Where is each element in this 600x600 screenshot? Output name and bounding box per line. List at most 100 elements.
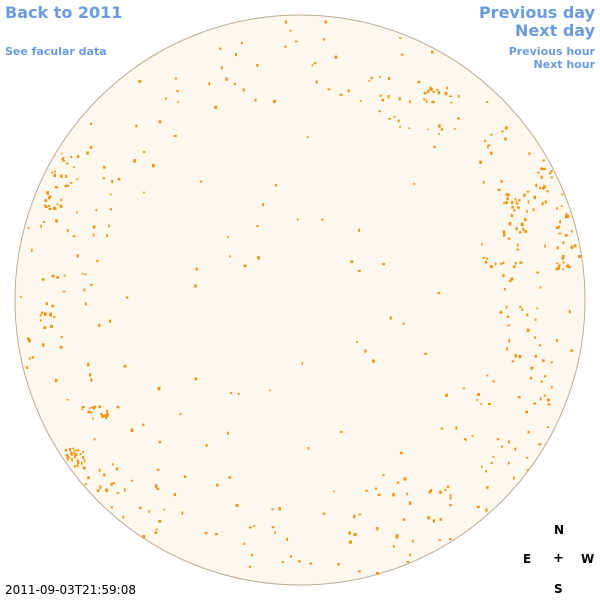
facula-spot <box>457 94 460 98</box>
facula-spot <box>359 100 362 102</box>
facula-spot <box>76 155 80 158</box>
facula-spot <box>438 133 441 135</box>
facula-spot <box>257 256 260 260</box>
facula-spot <box>109 208 113 211</box>
facula-spot <box>538 186 542 190</box>
facula-spot <box>71 453 73 456</box>
facula-spot <box>568 309 571 314</box>
facula-spot <box>130 479 134 482</box>
facula-spot <box>505 201 508 205</box>
facula-spot <box>76 449 80 452</box>
next-day-link[interactable]: Next day <box>515 21 595 40</box>
observation-timestamp: 2011-09-03T21:59:08 <box>5 583 136 597</box>
facula-spot <box>204 532 208 535</box>
facula-spot <box>65 174 68 178</box>
facula-spot <box>548 172 552 175</box>
facula-spot <box>486 257 488 261</box>
facula-spot <box>562 254 565 258</box>
facula-spot <box>436 89 439 91</box>
facula-spot <box>106 410 108 413</box>
facula-spot <box>165 97 167 100</box>
facula-spot <box>72 235 76 238</box>
facula-spot <box>437 91 441 95</box>
next-hour-link[interactable]: Next hour <box>533 58 596 71</box>
facula-spot <box>479 160 482 164</box>
facula-spot <box>181 511 184 515</box>
facula-spot <box>504 137 507 141</box>
facula-spot <box>76 211 78 214</box>
facula-spot <box>512 265 516 268</box>
facula-spot <box>515 227 518 231</box>
facula-spot <box>499 311 502 314</box>
facula-spot <box>555 267 559 271</box>
facula-spot <box>27 227 30 230</box>
facula-spot <box>529 376 533 380</box>
facula-spot <box>31 248 33 253</box>
facula-spot <box>543 167 546 171</box>
facula-spot <box>400 53 404 56</box>
facula-spot <box>544 244 546 248</box>
facula-spot <box>43 204 47 207</box>
facula-spot <box>347 89 350 93</box>
see-facular-data-link[interactable]: See facular data <box>5 45 107 58</box>
facula-spot <box>82 456 85 459</box>
facula-spot <box>243 542 246 545</box>
facula-spot <box>60 152 63 155</box>
facula-spot <box>177 101 179 104</box>
facula-spot <box>524 230 528 233</box>
facula-spot <box>92 417 94 420</box>
facula-spot <box>372 359 375 363</box>
facula-spot <box>81 408 84 411</box>
facula-spot <box>92 233 95 237</box>
facula-spot <box>388 118 391 120</box>
facula-spot <box>323 38 326 41</box>
facula-spot <box>76 178 79 181</box>
facula-spot <box>561 193 564 196</box>
facula-spot <box>60 174 63 178</box>
back-to-year-link[interactable]: Back to 2011 <box>5 3 123 22</box>
facula-spot <box>506 197 509 201</box>
facula-spot <box>205 444 208 447</box>
facula-spot <box>424 352 428 355</box>
facula-spot <box>90 283 93 286</box>
facula-spot <box>109 193 112 196</box>
facula-spot <box>508 339 510 343</box>
facula-spot <box>227 235 229 239</box>
facula-spot <box>501 130 504 133</box>
facula-spot <box>382 474 385 477</box>
facula-spot <box>51 304 54 308</box>
facula-spot <box>74 453 78 456</box>
previous-hour-link[interactable]: Previous hour <box>508 45 595 58</box>
facula-spot <box>526 210 528 213</box>
facula-spot <box>348 540 352 544</box>
facula-spot <box>448 538 452 540</box>
previous-day-link[interactable]: Previous day <box>478 3 595 22</box>
facula-spot <box>535 183 538 188</box>
facula-spot <box>111 463 114 466</box>
compass-center-icon: + <box>553 551 564 566</box>
facula-spot <box>143 191 145 194</box>
facula-spot <box>194 377 198 381</box>
facula-spot <box>86 151 89 155</box>
facula-spot <box>490 133 493 136</box>
facula-spot <box>66 454 69 458</box>
facula-spot <box>70 156 73 158</box>
facula-spot <box>66 184 70 187</box>
facula-spot <box>135 124 138 128</box>
facula-spot <box>540 380 543 383</box>
facula-spot <box>184 475 187 478</box>
facula-spot <box>513 209 516 212</box>
facula-spot <box>507 461 510 465</box>
facula-spot <box>68 456 71 459</box>
facula-spot <box>382 263 385 266</box>
facula-spot <box>40 224 42 228</box>
facula-spot <box>550 361 553 364</box>
facula-spot <box>271 508 275 511</box>
facula-spot <box>403 477 407 481</box>
facula-spot <box>47 196 51 200</box>
facula-spot <box>92 406 96 410</box>
facula-spot <box>439 518 442 521</box>
facula-spot <box>484 139 487 143</box>
facula-spot <box>99 485 102 489</box>
facula-spot <box>565 215 568 219</box>
